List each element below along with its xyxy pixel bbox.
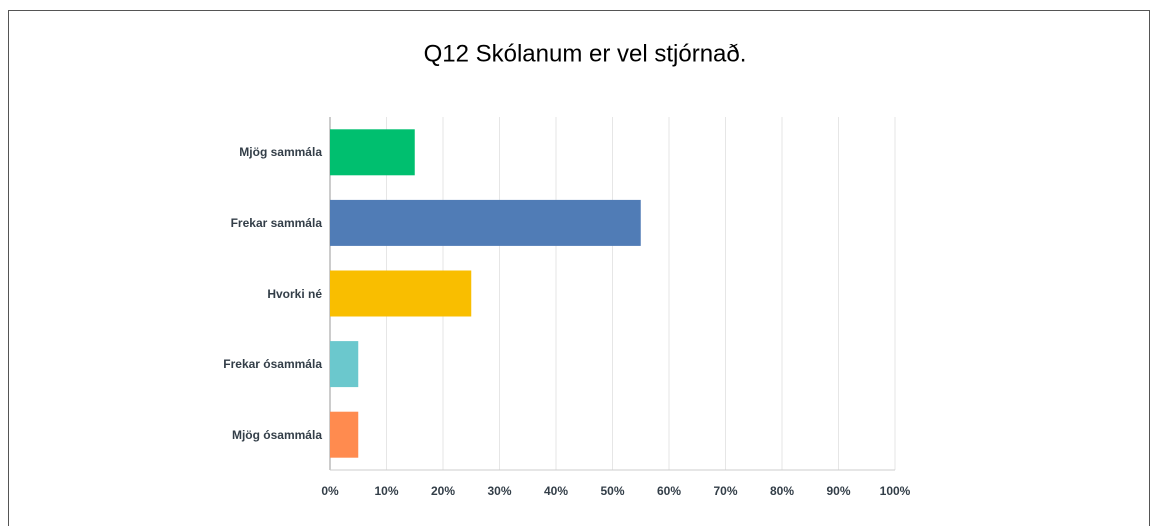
y-tick-label: Frekar ósammála	[223, 357, 322, 372]
x-tick-label: 30%	[487, 484, 511, 498]
x-tick-label: 100%	[880, 484, 911, 498]
frame	[8, 10, 1150, 526]
y-tick-label: Frekar sammála	[230, 215, 322, 230]
x-tick-label: 70%	[713, 484, 737, 498]
chart-title: Q12 Skólanum er vel stjórnað.	[424, 40, 747, 67]
bar	[330, 341, 359, 388]
bar	[330, 199, 641, 246]
x-tick-label: 0%	[321, 484, 339, 498]
x-tick-label: 40%	[544, 484, 568, 498]
x-tick-label: 80%	[770, 484, 794, 498]
bar	[330, 129, 415, 176]
x-tick-label: 60%	[657, 484, 681, 498]
y-tick-label: Mjög sammála	[239, 145, 322, 160]
x-tick-label: 20%	[431, 484, 455, 498]
x-tick-label: 10%	[374, 484, 398, 498]
x-tick-label: 50%	[600, 484, 624, 498]
y-tick-label: Mjög ósammála	[231, 427, 322, 442]
y-tick-label: Hvorki né	[267, 286, 322, 301]
x-tick-label: 90%	[826, 484, 850, 498]
bar	[330, 411, 359, 458]
bar	[330, 270, 472, 317]
